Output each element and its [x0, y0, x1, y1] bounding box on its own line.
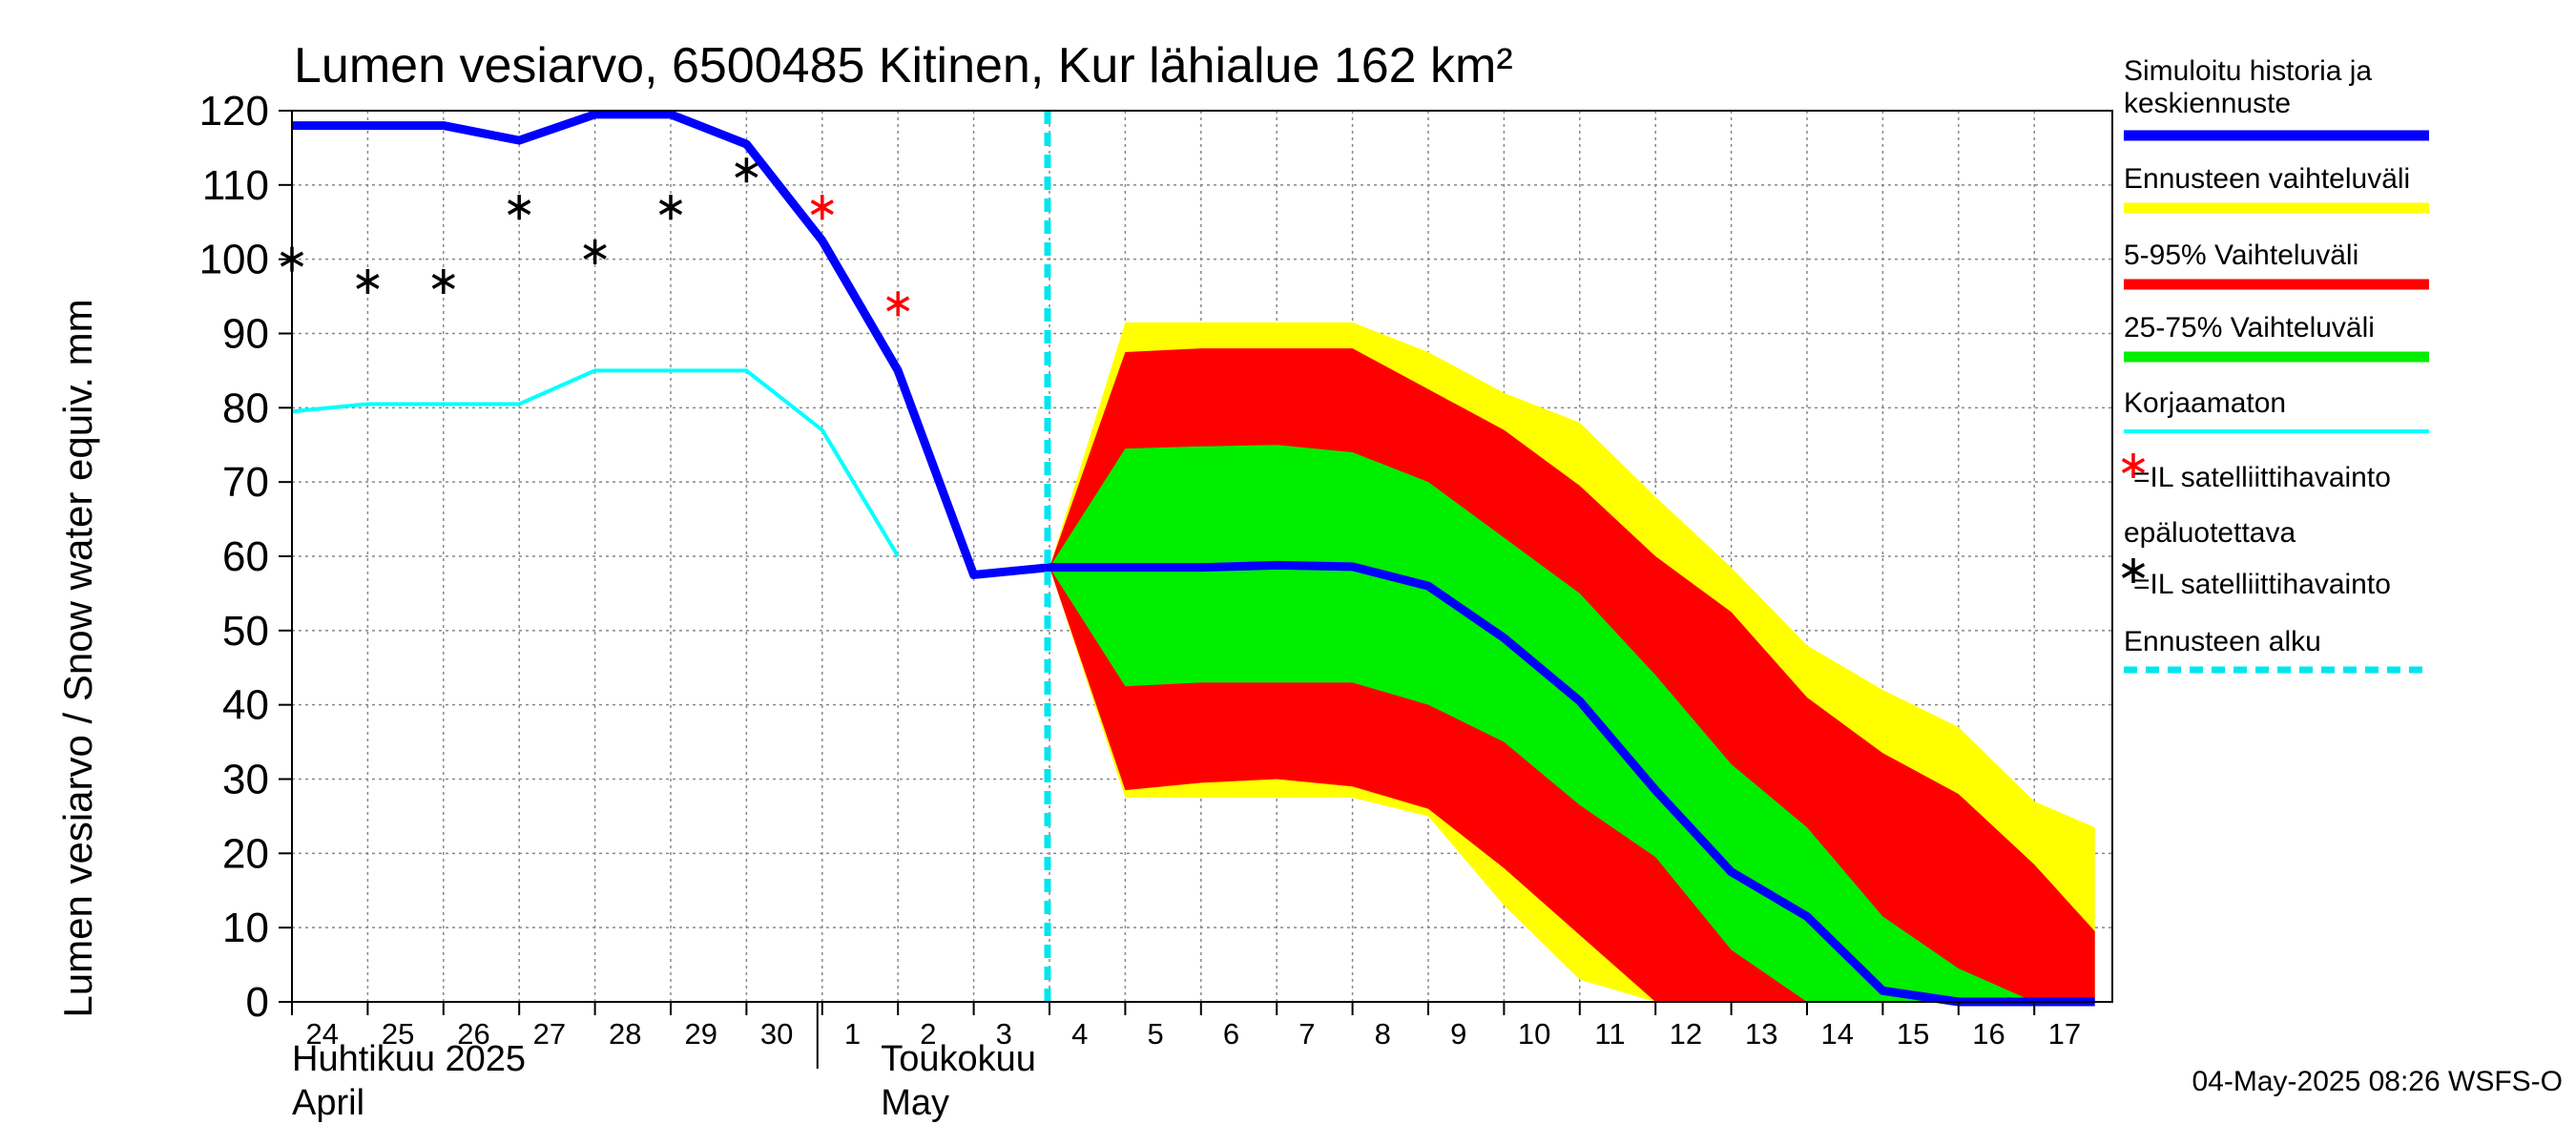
x-tick-label: 27	[533, 1017, 566, 1051]
legend-label: keskiennuste	[2124, 88, 2291, 119]
x-tick-label: 17	[2048, 1017, 2081, 1051]
x-tick-label: 3	[996, 1017, 1012, 1051]
series-lines	[291, 110, 2095, 1007]
y-tick-label: 50	[222, 608, 269, 655]
legend-item: =IL satelliittihavainto	[2121, 558, 2391, 600]
satellite-observation-marker	[508, 195, 531, 220]
legend-label: =IL satelliittihavainto	[2133, 462, 2391, 493]
timestamp: 04-May-2025 08:26 WSFS-O	[2192, 1066, 2564, 1097]
y-tick-label: 80	[222, 385, 269, 431]
legend-star-icon	[2121, 453, 2146, 478]
x-tick-label: 7	[1298, 1017, 1315, 1051]
x-tick-label: 8	[1375, 1017, 1391, 1051]
forecast-bands	[1049, 322, 2095, 1003]
x-tick-label: 12	[1670, 1017, 1702, 1051]
legend-label: 25-75% Vaihteluväli	[2124, 312, 2375, 344]
y-tick-label: 30	[222, 757, 269, 803]
x-tick-label: 15	[1897, 1017, 1929, 1051]
legend-label: Ennusteen vaihteluväli	[2124, 163, 2410, 195]
uncorrected-line	[291, 368, 900, 558]
simulated-mean-line	[292, 110, 2095, 1007]
x-tick-label: 11	[1594, 1017, 1625, 1051]
x-tick-label: 29	[684, 1017, 717, 1051]
month-label-en: May	[881, 1083, 949, 1123]
observation-markers	[280, 157, 910, 317]
legend-label: =IL satelliittihavainto	[2133, 569, 2391, 600]
legend-label: epäluotettava	[2124, 517, 2296, 549]
x-tick-label: 25	[382, 1017, 414, 1051]
legend-item: 25-75% Vaihteluväli	[2124, 312, 2429, 363]
x-tick-label: 30	[760, 1017, 793, 1051]
satellite-observation-marker	[658, 195, 683, 220]
y-tick-label: 10	[222, 905, 269, 951]
y-tick-label: 110	[202, 162, 269, 209]
x-tick-label: 5	[1147, 1017, 1163, 1051]
month-label: Toukokuu	[881, 1039, 1036, 1079]
band-25-75-vaihteluv-li	[1049, 445, 2095, 1002]
legend-label: 5-95% Vaihteluväli	[2124, 239, 2358, 271]
y-tick-label: 40	[222, 682, 269, 729]
x-tick-label: 4	[1071, 1017, 1088, 1051]
legend-item: 5-95% Vaihteluväli	[2124, 239, 2429, 290]
month-label: Huhtikuu 2025	[292, 1039, 526, 1079]
y-tick-label: 90	[222, 311, 269, 358]
y-tick-label: 70	[222, 459, 269, 506]
x-tick-labels: 24 25 26 27 28 29 30 1 2 3 4 5 6 7 8 9 10 11 12 13 14 15 16 17	[291, 1002, 2081, 1069]
chart-title: Lumen vesiarvo, 6500485 Kitinen, Kur läh…	[294, 38, 1513, 94]
x-tick-label: 26	[457, 1017, 489, 1051]
legend-star-icon	[2121, 558, 2146, 583]
x-tick-label: 16	[1972, 1017, 2005, 1051]
satellite-observation-marker	[583, 239, 607, 264]
x-tick-label: 9	[1450, 1017, 1466, 1051]
y-tick-label: 100	[199, 237, 269, 283]
legend-item: =IL satelliittihavainto	[2121, 453, 2391, 493]
x-tick-label: 24	[305, 1017, 338, 1051]
y-axis-label: Lumen vesiarvo / Snow water equiv. mm	[55, 299, 100, 1017]
satellite-observation-marker	[735, 157, 758, 183]
legend-label: Korjaamaton	[2124, 387, 2286, 419]
legend-item: Ennusteen alku	[2124, 626, 2429, 674]
satellite-observation-marker	[886, 291, 910, 317]
x-tick-label: 28	[609, 1017, 641, 1051]
x-tick-label: 10	[1518, 1017, 1550, 1051]
x-tick-label: 6	[1223, 1017, 1239, 1051]
x-tick-label: 2	[920, 1017, 936, 1051]
legend-label: Simuloitu historia ja	[2124, 55, 2372, 87]
satellite-observation-marker	[431, 269, 455, 295]
legend-item: Korjaamaton	[2124, 387, 2429, 433]
legend-item: Ennusteen vaihteluväli	[2124, 163, 2429, 214]
x-tick-label: 13	[1745, 1017, 1777, 1051]
y-tick-label: 20	[222, 830, 269, 877]
satellite-observation-marker	[356, 269, 380, 295]
y-tick-label: 0	[246, 979, 269, 1026]
legend-label: Ennusteen alku	[2124, 626, 2321, 657]
legend-item: epäluotettava	[2124, 517, 2296, 549]
x-tick-label: 1	[844, 1017, 861, 1051]
y-tick-labels: 0 10 20 30 40 50 60 70 80 90 100 110 120	[199, 88, 292, 1026]
y-tick-label: 60	[222, 533, 269, 580]
month-label-en: April	[292, 1083, 364, 1123]
satellite-observation-marker	[810, 195, 834, 220]
y-tick-label: 120	[199, 88, 269, 135]
x-tick-label: 14	[1820, 1017, 1853, 1051]
